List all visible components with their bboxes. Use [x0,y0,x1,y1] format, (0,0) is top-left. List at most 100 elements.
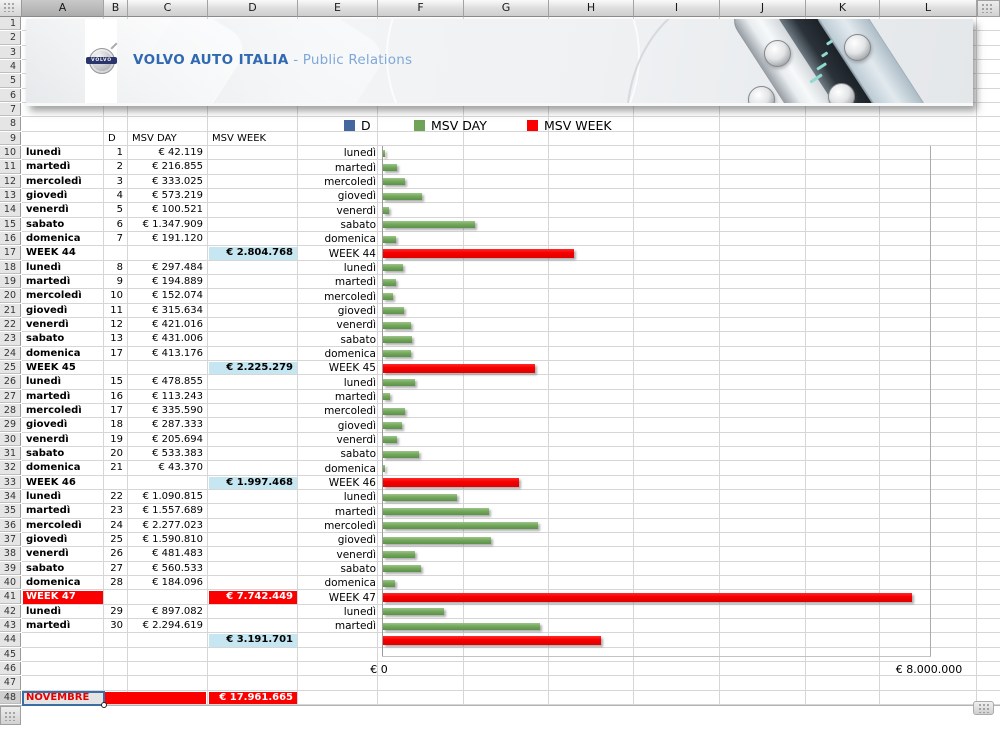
column-header-F[interactable]: F [378,0,464,17]
cell-A29[interactable]: giovedì [26,419,68,431]
cell-D17[interactable]: € 2.804.768 [209,247,297,260]
row-header-15[interactable]: 15 [0,217,21,231]
cell-B12[interactable]: 3 [116,175,123,187]
cell-D48[interactable]: € 17.961.665 [209,691,297,704]
row-header-33[interactable]: 33 [0,475,21,489]
selection-rectangle[interactable] [22,690,105,706]
cell-B38[interactable]: 26 [110,548,123,560]
chart-bar-giovedì-r29[interactable] [382,421,403,429]
cell-B29[interactable]: 18 [110,419,123,431]
cell-C26[interactable]: € 478.855 [152,376,203,388]
cell-B23[interactable]: 13 [110,333,123,345]
row-header-41[interactable]: 41 [0,590,21,604]
cell-A31[interactable]: sabato [26,447,65,459]
chart-bar-mercoledì-r36[interactable] [382,522,539,530]
row-header-44[interactable]: 44 [0,633,21,647]
row-header-19[interactable]: 19 [0,274,21,289]
cell-B26[interactable]: 15 [110,376,123,388]
row-header-14[interactable]: 14 [0,203,21,217]
row-header-40[interactable]: 40 [0,575,21,590]
cell-C10[interactable]: € 42.119 [158,146,203,158]
cell-B34[interactable]: 22 [110,490,123,502]
legend-item-msv-day[interactable]: MSV DAY [414,118,524,133]
cell-D33[interactable]: € 1.997.468 [209,476,297,489]
row-header-36[interactable]: 36 [0,518,21,532]
cell-A42[interactable]: lunedì [26,605,62,617]
cell-B35[interactable]: 23 [110,505,123,517]
cell-C15[interactable]: € 1.347.909 [142,218,203,230]
chart-bar-lunedì-r42[interactable] [382,608,444,616]
cell-A12[interactable]: mercoledì [26,175,82,187]
row-header-28[interactable]: 28 [0,403,21,418]
cell-A30[interactable]: venerdì [26,433,69,445]
column-header-J[interactable]: J [720,0,806,17]
cell-C19[interactable]: € 194.889 [152,275,203,287]
cell-C37[interactable]: € 1.590.810 [142,533,203,545]
chart-bar-lunedì-r18[interactable] [382,264,403,272]
cell-B9[interactable]: D [108,132,116,144]
chart-bar-giovedì-r13[interactable] [382,192,422,200]
cell-B21[interactable]: 11 [110,304,123,316]
cell-A10[interactable]: lunedì [26,146,62,158]
chart-bar-lunedì-r34[interactable] [382,493,458,501]
cell-C13[interactable]: € 573.219 [152,189,203,201]
chart-bar-martedì-r43[interactable] [382,622,540,630]
cell-A28[interactable]: mercoledì [26,404,82,416]
cell-B16[interactable]: 7 [116,232,123,244]
chart-bar-venerdì-r14[interactable] [382,206,390,214]
row-header-37[interactable]: 37 [0,532,21,547]
cell-A14[interactable]: venerdì [26,204,69,216]
cell-C43[interactable]: € 2.294.619 [142,619,203,631]
cell-A20[interactable]: mercoledì [26,290,82,302]
row-header-3[interactable]: 3 [0,45,21,59]
cell-B40[interactable]: 28 [110,576,123,588]
chart-bar-martedì-r35[interactable] [382,507,490,515]
column-header-E[interactable]: E [298,0,378,17]
cell-B20[interactable]: 10 [110,290,123,302]
row-header-18[interactable]: 18 [0,260,21,274]
cell-A24[interactable]: domenica [26,347,81,359]
row-header-24[interactable]: 24 [0,346,21,360]
chart-bar-martedì-r27[interactable] [382,393,391,401]
cell-C9[interactable]: MSV DAY [132,132,177,144]
row-header-30[interactable]: 30 [0,432,21,446]
cell-B30[interactable]: 19 [110,433,123,445]
cell-B32[interactable]: 21 [110,462,123,474]
cell-A17[interactable]: WEEK 44 [26,247,76,259]
chart-bar-domenica-r40[interactable] [382,579,396,587]
column-header-A[interactable]: A [22,0,104,17]
row-header-34[interactable]: 34 [0,489,21,504]
row-header-25[interactable]: 25 [0,360,21,375]
cell-C28[interactable]: € 335.590 [152,404,203,416]
row-header-22[interactable]: 22 [0,317,21,332]
cell-C31[interactable]: € 533.383 [152,447,203,459]
row-header-35[interactable]: 35 [0,504,21,518]
column-header-B[interactable]: B [104,0,128,17]
row-header-27[interactable]: 27 [0,389,21,403]
row-header-26[interactable]: 26 [0,375,21,389]
cell-A40[interactable]: domenica [26,576,81,588]
cell-A22[interactable]: venerdì [26,318,69,330]
chart-bar-martedì-r19[interactable] [382,278,396,286]
cell-B10[interactable]: 1 [116,146,123,158]
row-header-47[interactable]: 47 [0,676,21,690]
row-header-48[interactable]: 48 [0,690,21,704]
cell-C11[interactable]: € 216.855 [152,161,203,173]
cell-C34[interactable]: € 1.090.815 [142,490,203,502]
row-header-38[interactable]: 38 [0,547,21,561]
cell-B18[interactable]: 8 [116,261,123,273]
row-header-31[interactable]: 31 [0,446,21,461]
legend-item-d[interactable]: D [344,118,454,133]
cell-A13[interactable]: giovedì [26,189,68,201]
column-header-I[interactable]: I [634,0,720,17]
cell-A16[interactable]: domenica [26,232,81,244]
cell-B24[interactable]: 17 [110,347,123,359]
cell-B27[interactable]: 16 [110,390,123,402]
cell-A36[interactable]: mercoledì [26,519,82,531]
cell-A32[interactable]: domenica [26,462,81,474]
cell-A21[interactable]: giovedì [26,304,68,316]
cell-A37[interactable]: giovedì [26,533,68,545]
cell-C23[interactable]: € 431.006 [152,333,203,345]
volvo-banner-image[interactable]: VOLVO VOLVO AUTO ITALIA - Public Relatio… [26,19,973,106]
cell-C22[interactable]: € 421.016 [152,318,203,330]
